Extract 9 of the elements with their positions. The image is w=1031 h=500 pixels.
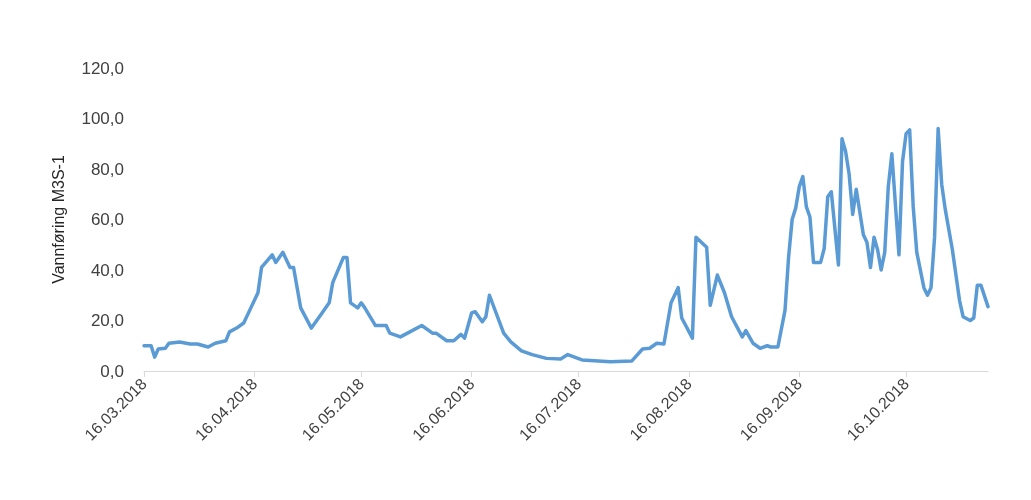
y-tick-label: 60,0	[90, 210, 124, 229]
y-tick-label: 100,0	[81, 109, 124, 128]
y-tick-label: 120,0	[81, 58, 124, 78]
y-tick-label: 0,0	[100, 361, 124, 381]
y-tick-label: 40,0	[90, 260, 124, 280]
y-tick-label: 80,0	[90, 159, 124, 179]
line-series	[142, 126, 990, 364]
y-axis-title: Vannføring M3S-1	[49, 155, 67, 284]
y-tick-label: 20,0	[90, 311, 124, 330]
